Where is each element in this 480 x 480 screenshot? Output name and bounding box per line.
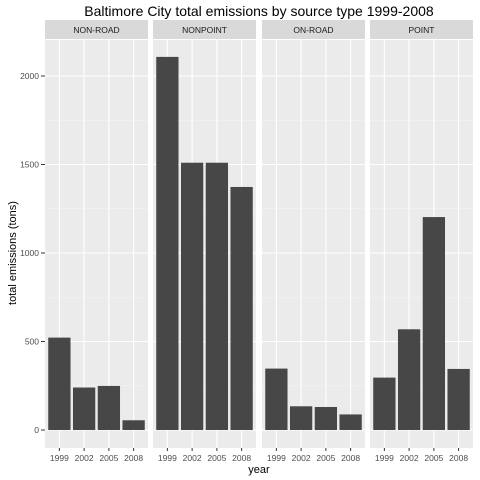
facet-panel-on-road: ON-ROAD 1999 2002 2005 2008 bbox=[262, 20, 365, 463]
bar-non-road-2008 bbox=[122, 420, 145, 430]
bar-point-2002 bbox=[397, 329, 421, 430]
x-tick-label: 2005 bbox=[424, 453, 443, 463]
facet-strip-label: POINT bbox=[409, 25, 435, 35]
bar-on-road-2005 bbox=[314, 406, 338, 430]
facet-strip bbox=[45, 20, 148, 39]
facet-strip bbox=[153, 20, 256, 39]
x-tick-label: 1999 bbox=[375, 453, 394, 463]
bar-non-road-2005 bbox=[97, 385, 121, 430]
x-axis-title: year bbox=[248, 464, 270, 476]
x-tick-label: 2008 bbox=[124, 453, 143, 463]
bar-on-road-1999 bbox=[265, 368, 288, 430]
x-tick-label: 2005 bbox=[316, 453, 335, 463]
bar-point-1999 bbox=[373, 377, 396, 430]
x-tick-label: 2005 bbox=[99, 453, 118, 463]
bar-non-road-2002 bbox=[72, 387, 96, 430]
bar-nonpoint-1999 bbox=[156, 56, 179, 430]
x-tick-label: 1999 bbox=[267, 453, 286, 463]
bar-non-road-1999 bbox=[48, 337, 71, 430]
bar-on-road-2002 bbox=[289, 406, 313, 430]
bar-nonpoint-2002 bbox=[180, 162, 204, 431]
bar-point-2008 bbox=[447, 368, 470, 430]
facet-panel-point: POINT 1999 2002 2005 2008 bbox=[370, 20, 473, 463]
facet-strip-label: ON-ROAD bbox=[293, 25, 333, 35]
x-tick-label: 2008 bbox=[232, 453, 251, 463]
x-tick-label: 2002 bbox=[292, 453, 311, 463]
y-tick-label: 1000 bbox=[20, 248, 39, 258]
facet-panels: NON-ROAD 1999 2002 2005 2008 NONPOINT 1999 2002… bbox=[45, 20, 473, 463]
y-axis: 0 500 1000 1500 2000 bbox=[20, 71, 45, 435]
facet-strip bbox=[370, 20, 473, 39]
bar-point-2005 bbox=[422, 217, 446, 430]
facet-strip bbox=[262, 20, 365, 39]
bar-nonpoint-2008 bbox=[230, 186, 253, 430]
bar-nonpoint-2005 bbox=[205, 162, 229, 431]
chart-title: Baltimore City total emissions by source… bbox=[84, 3, 434, 19]
x-tick-label: 2005 bbox=[207, 453, 226, 463]
facet-panel-non-road: NON-ROAD 1999 2002 2005 2008 bbox=[45, 20, 148, 463]
x-tick-label: 2002 bbox=[75, 453, 94, 463]
y-tick-label: 2000 bbox=[20, 71, 39, 81]
facet-strip-label: NON-ROAD bbox=[73, 25, 119, 35]
x-tick-label: 2002 bbox=[400, 453, 419, 463]
y-tick-label: 0 bbox=[34, 425, 39, 435]
y-tick-label: 1500 bbox=[20, 160, 39, 170]
y-axis-title: total emissions (tons) bbox=[7, 201, 19, 305]
facet-strip-label: NONPOINT bbox=[182, 25, 227, 35]
x-tick-label: 1999 bbox=[50, 453, 69, 463]
x-tick-label: 2008 bbox=[449, 453, 468, 463]
x-tick-label: 1999 bbox=[158, 453, 177, 463]
facet-panel-nonpoint: NONPOINT 1999 2002 2005 2008 bbox=[153, 20, 256, 463]
bar-on-road-2008 bbox=[339, 414, 362, 430]
x-tick-label: 2008 bbox=[341, 453, 360, 463]
y-tick-label: 500 bbox=[25, 337, 39, 347]
x-tick-label: 2002 bbox=[183, 453, 202, 463]
